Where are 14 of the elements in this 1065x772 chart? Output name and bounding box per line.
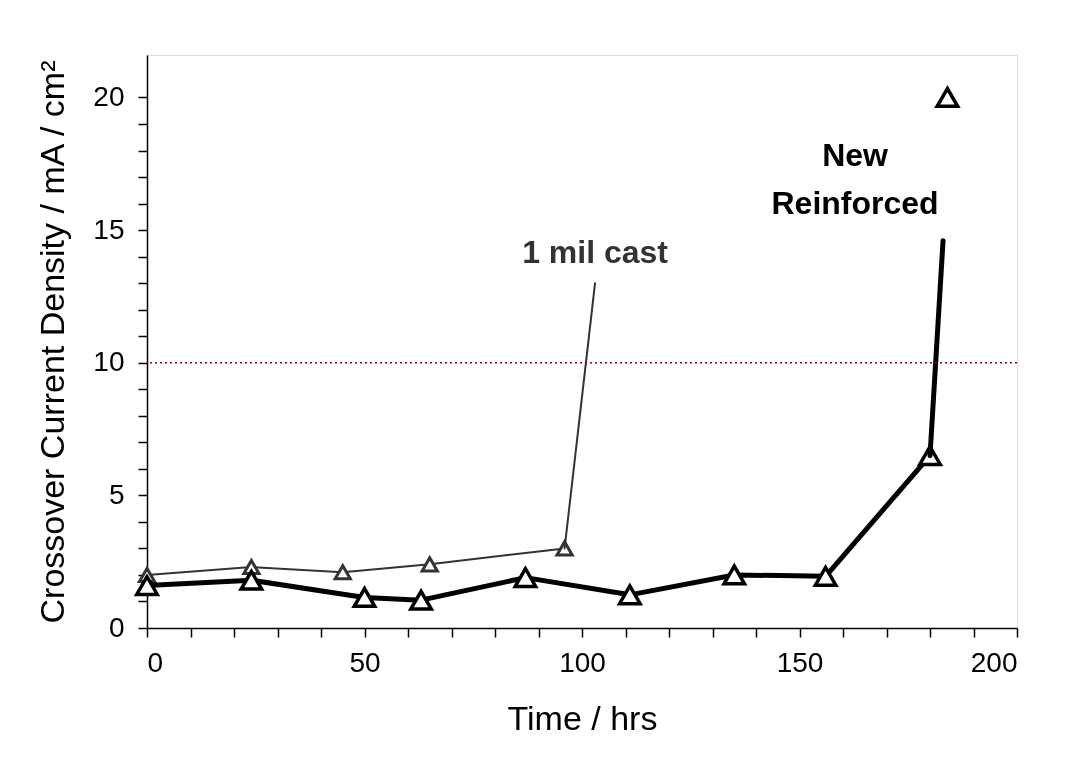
x-tick-label: 150 [776,646,824,678]
x-tick-label: 0 [147,646,164,678]
y-tick-label: 0 [108,611,125,643]
y-tick-label: 15 [93,213,125,245]
x-tick-label: 200 [970,646,1018,678]
text: New Reinforced [771,136,939,221]
x-axis-title: Time / hrs [507,698,658,737]
y-tick-label: 10 [93,346,125,378]
y-axis-title: Crossover Current Density / mA / cm² [33,60,72,624]
x-tick-label: 50 [349,646,381,678]
y-tick-label: 20 [93,80,125,112]
x-tick-label: 100 [559,646,606,678]
text: 1 mil cast [522,234,669,271]
y-tick-label: 5 [108,478,125,510]
